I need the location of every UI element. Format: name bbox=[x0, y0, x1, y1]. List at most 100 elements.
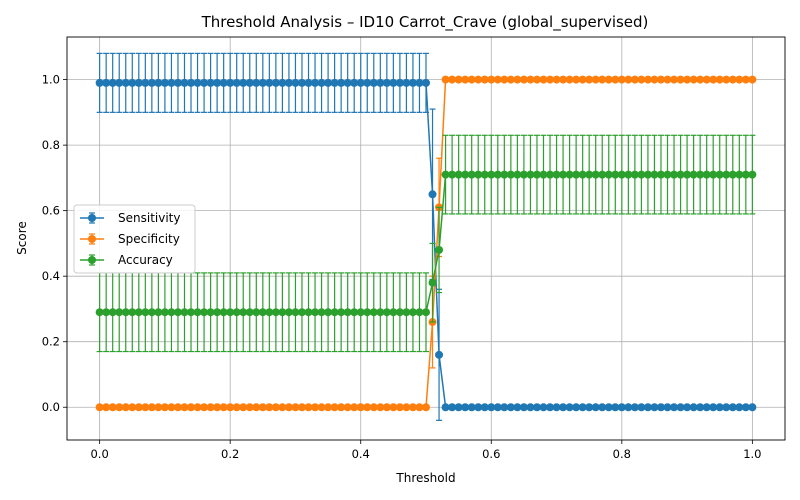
data-point bbox=[565, 170, 574, 179]
data-point bbox=[722, 403, 731, 412]
data-point bbox=[278, 78, 287, 87]
data-point bbox=[611, 403, 620, 412]
data-point bbox=[363, 403, 372, 412]
data-point bbox=[284, 308, 293, 317]
data-point bbox=[467, 75, 476, 84]
data-point bbox=[291, 308, 300, 317]
legend-marker bbox=[88, 256, 96, 264]
data-point bbox=[441, 403, 450, 412]
data-point bbox=[239, 78, 248, 87]
data-point bbox=[748, 75, 757, 84]
y-tick-label: 0.2 bbox=[42, 335, 60, 349]
data-point bbox=[232, 308, 241, 317]
data-point bbox=[304, 308, 313, 317]
data-point bbox=[519, 170, 528, 179]
data-point bbox=[187, 308, 196, 317]
data-point bbox=[546, 75, 555, 84]
data-point bbox=[330, 308, 339, 317]
data-point bbox=[552, 170, 561, 179]
data-point bbox=[487, 170, 496, 179]
data-point bbox=[624, 170, 633, 179]
data-point bbox=[239, 308, 248, 317]
data-point bbox=[402, 403, 411, 412]
data-point bbox=[506, 403, 515, 412]
data-point bbox=[258, 308, 267, 317]
data-point bbox=[709, 170, 718, 179]
data-point bbox=[350, 308, 359, 317]
data-point bbox=[369, 403, 378, 412]
data-point bbox=[291, 78, 300, 87]
data-point bbox=[128, 308, 137, 317]
data-point bbox=[389, 78, 398, 87]
data-point bbox=[395, 308, 404, 317]
data-point bbox=[637, 170, 646, 179]
data-point bbox=[722, 170, 731, 179]
data-point bbox=[670, 170, 679, 179]
data-point bbox=[173, 403, 182, 412]
data-point bbox=[395, 78, 404, 87]
data-point bbox=[572, 403, 581, 412]
data-point bbox=[474, 403, 483, 412]
data-point bbox=[343, 308, 352, 317]
data-point bbox=[656, 75, 665, 84]
data-point bbox=[715, 403, 724, 412]
data-point bbox=[422, 403, 430, 412]
data-point bbox=[363, 308, 372, 317]
data-point bbox=[343, 78, 352, 87]
data-point bbox=[663, 170, 672, 179]
data-point bbox=[735, 170, 744, 179]
data-point bbox=[350, 78, 359, 87]
data-point bbox=[271, 78, 280, 87]
data-point bbox=[454, 75, 463, 84]
x-tick-label: 0.8 bbox=[613, 447, 631, 461]
data-point bbox=[526, 75, 535, 84]
data-point bbox=[506, 170, 515, 179]
data-point bbox=[506, 75, 515, 84]
series-sensitivity bbox=[95, 52, 757, 421]
data-point bbox=[330, 78, 339, 87]
data-point bbox=[604, 170, 613, 179]
data-point bbox=[154, 78, 163, 87]
data-point bbox=[454, 170, 463, 179]
legend-item-specificity: Specificity bbox=[80, 232, 180, 246]
data-point bbox=[167, 78, 176, 87]
data-point bbox=[402, 78, 411, 87]
data-point bbox=[585, 170, 594, 179]
data-point bbox=[415, 78, 424, 87]
data-point bbox=[232, 78, 241, 87]
data-point bbox=[219, 78, 228, 87]
data-point bbox=[480, 403, 489, 412]
data-point bbox=[395, 403, 404, 412]
y-tick-label: 0.8 bbox=[42, 138, 60, 152]
y-axis-label: Score bbox=[15, 221, 29, 255]
data-point bbox=[95, 308, 104, 317]
data-point bbox=[591, 75, 600, 84]
data-point bbox=[428, 190, 437, 199]
data-point bbox=[591, 403, 600, 412]
data-point bbox=[624, 403, 633, 412]
data-point bbox=[630, 403, 639, 412]
data-point bbox=[559, 170, 568, 179]
data-point bbox=[572, 170, 581, 179]
data-point bbox=[311, 78, 320, 87]
data-point bbox=[252, 308, 261, 317]
data-point bbox=[115, 403, 124, 412]
data-point bbox=[265, 403, 274, 412]
data-point bbox=[160, 78, 169, 87]
data-point bbox=[389, 308, 398, 317]
data-point bbox=[206, 403, 215, 412]
data-point bbox=[180, 403, 189, 412]
data-point bbox=[232, 403, 241, 412]
data-point bbox=[546, 170, 555, 179]
data-point bbox=[656, 170, 665, 179]
series-line bbox=[99, 82, 753, 408]
data-point bbox=[382, 403, 391, 412]
data-point bbox=[382, 78, 391, 87]
data-point bbox=[480, 75, 489, 84]
data-point bbox=[193, 78, 202, 87]
data-point bbox=[683, 75, 692, 84]
data-point bbox=[428, 278, 437, 287]
data-point bbox=[311, 403, 320, 412]
data-point bbox=[532, 403, 541, 412]
